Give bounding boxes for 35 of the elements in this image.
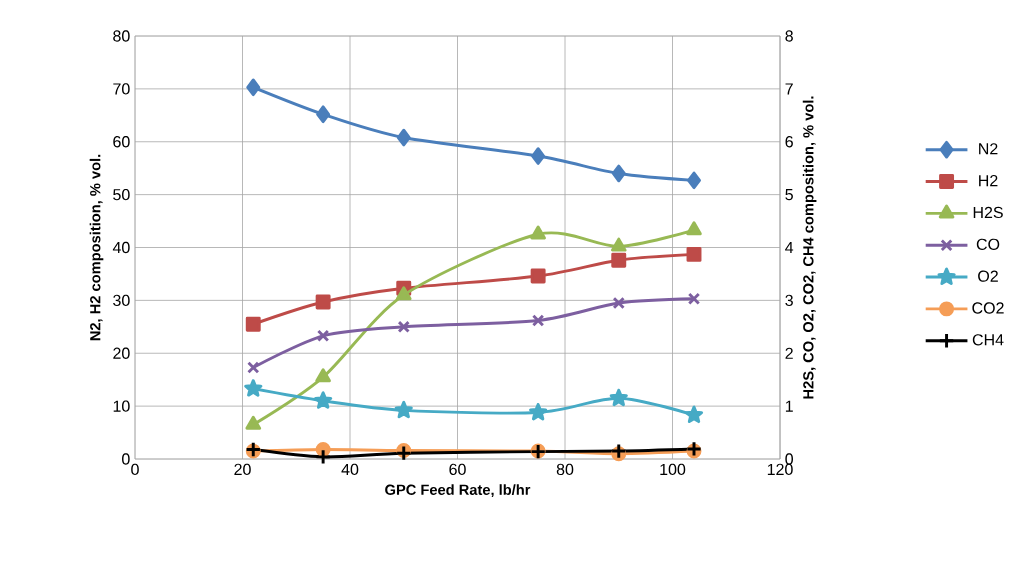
y2-tick-label: 6 <box>785 136 793 148</box>
y2-tick-label: 4 <box>785 242 794 253</box>
legend-label: H2S <box>973 206 1003 219</box>
x-tick-label: 80 <box>556 463 574 476</box>
legend-label: O2 <box>978 270 998 282</box>
y2-tick-label: 5 <box>785 189 793 201</box>
y-tick-label: 20 <box>113 347 130 359</box>
y-tick-label: 60 <box>113 136 130 148</box>
y-tick-label: 0 <box>122 453 130 465</box>
legend-label: CH4 <box>972 334 1004 346</box>
y2-tick-label: 2 <box>785 347 793 359</box>
y-tick-label: 30 <box>113 294 130 307</box>
y-axis-title: N2, H2 composition, % vol. <box>89 154 104 341</box>
y2-tick-label: 7 <box>785 83 793 95</box>
y2-axis-title: H2S, CO, O2, CO2, CH4 composition, % vol. <box>802 96 817 399</box>
y-tick-label: 10 <box>113 400 130 412</box>
x-tick-label: 40 <box>341 463 359 476</box>
legend-label: CO2 <box>972 302 1004 314</box>
legend-label: H2 <box>979 174 998 187</box>
x-tick-label: 20 <box>234 463 251 476</box>
y-tick-label: 50 <box>113 188 130 201</box>
y2-tick-label: 1 <box>785 400 793 412</box>
y2-tick-label: 3 <box>785 294 793 307</box>
x-axis-title: GPC Feed Rate, lb/hr <box>385 484 531 498</box>
x-tick-label: 120 <box>767 463 793 476</box>
y-tick-label: 80 <box>113 30 130 42</box>
y-tick-label: 70 <box>113 83 130 95</box>
x-tick-label: 0 <box>131 463 139 476</box>
y2-tick-label: 0 <box>785 453 793 465</box>
legend-label: CO <box>976 238 1000 250</box>
x-tick-label: 60 <box>449 463 466 476</box>
y-tick-label: 40 <box>112 241 130 254</box>
y2-tick-label: 8 <box>785 30 793 42</box>
x-tick-label: 100 <box>660 463 686 476</box>
legend-label: N2 <box>979 143 998 155</box>
